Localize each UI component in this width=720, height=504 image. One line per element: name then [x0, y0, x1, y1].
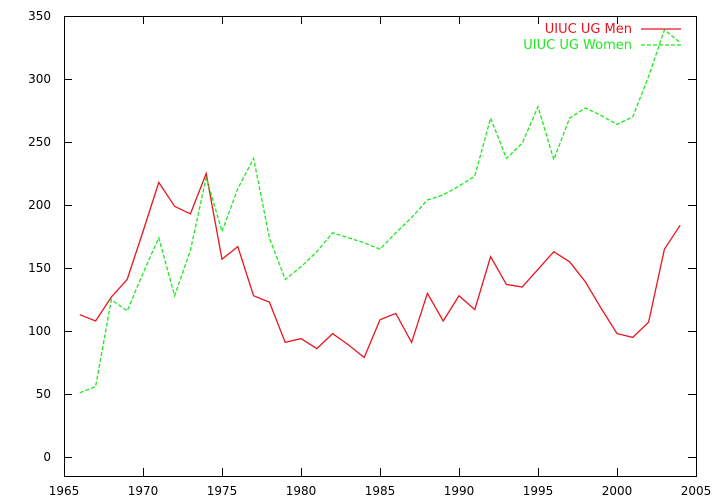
- y-tick-label: 0: [43, 450, 51, 464]
- x-tick-label: 1985: [365, 484, 396, 498]
- x-tick-label: 1965: [49, 484, 80, 498]
- series-line-uiuc-ug-men: [79, 171, 681, 359]
- y-tick-label: 150: [28, 261, 51, 275]
- legend-label-uiuc-ug-women: UIUC UG Women: [523, 38, 632, 53]
- y-tick-label: 300: [28, 72, 51, 86]
- x-tick-label: 1995: [523, 484, 554, 498]
- legend-label-uiuc-ug-men: UIUC UG Men: [545, 22, 632, 37]
- x-tick-label: 1990: [444, 484, 475, 498]
- series-line-uiuc-ug-women: [79, 28, 681, 394]
- y-tick-label: 350: [28, 9, 51, 23]
- plot-frame: [64, 16, 697, 477]
- series-layer: [79, 28, 681, 394]
- x-tick-label: 2000: [602, 484, 633, 498]
- y-tick-label: 200: [28, 198, 51, 212]
- x-tick-label: 2005: [681, 484, 712, 498]
- x-tick-label: 1975: [207, 484, 238, 498]
- axis-ticks: [64, 16, 697, 476]
- y-tick-label: 250: [28, 135, 51, 149]
- y-tick-label: 100: [28, 324, 51, 338]
- y-tick-label: 50: [36, 387, 51, 401]
- axis-tick-labels: 1965 1970 1975 1980 1985 1990 1995 2000 2005 0 50 1…: [28, 9, 711, 498]
- x-tick-label: 1970: [128, 484, 159, 498]
- x-tick-label: 1980: [286, 484, 317, 498]
